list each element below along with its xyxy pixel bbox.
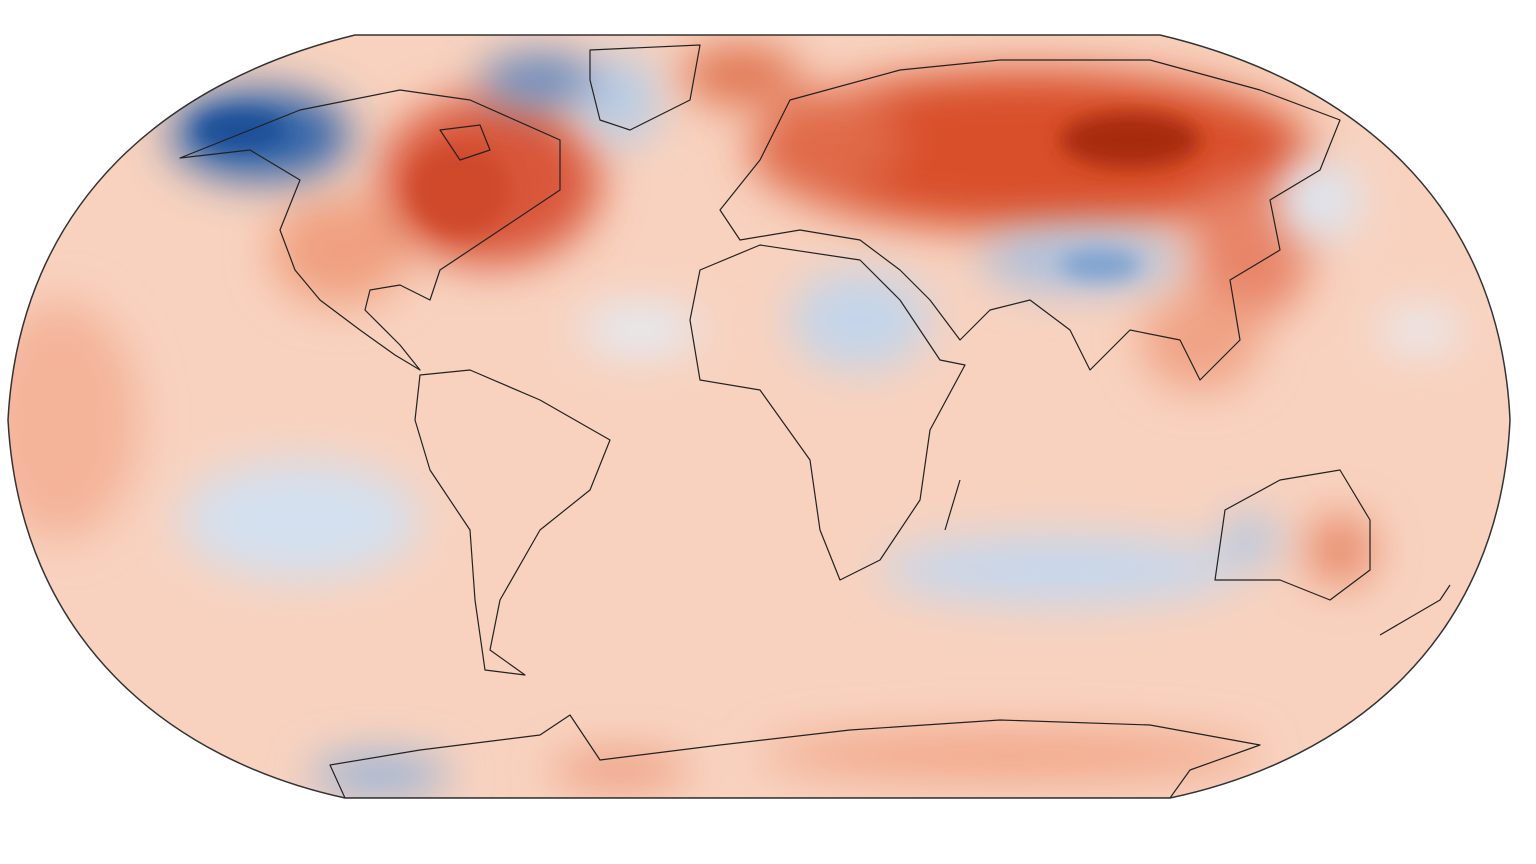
hot-core [410,112,1200,235]
map-frame [7,34,1511,799]
cold-core [195,110,1140,280]
warm-anomalies [8,45,1375,785]
coastlines [179,44,1451,798]
